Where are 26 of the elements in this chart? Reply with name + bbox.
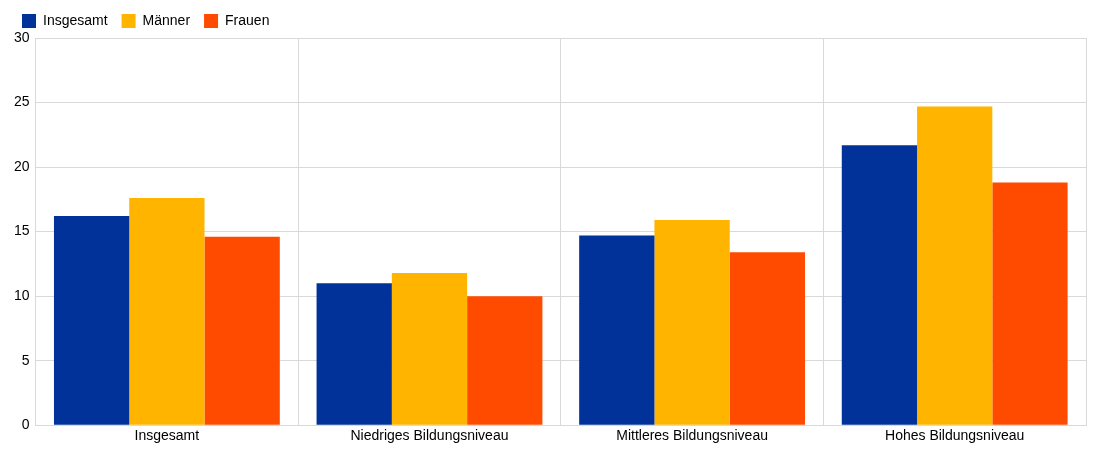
x-tick-label: Insgesamt [134, 427, 200, 444]
bar [467, 296, 543, 425]
y-tick-label: 15 [13, 222, 30, 239]
x-tick-label: Hohes Bildungsniveau [885, 427, 1025, 444]
legend-label: Frauen [225, 11, 270, 28]
x-tick-label: Mittleres Bildungsniveau [616, 427, 768, 444]
y-tick-label: 30 [13, 28, 30, 45]
y-tick-label: 20 [13, 157, 30, 174]
legend-label: Männer [142, 11, 191, 28]
bar [129, 198, 205, 425]
bar [316, 283, 392, 425]
bar [579, 235, 655, 425]
y-tick-label: 10 [13, 286, 30, 303]
y-tick-label: 0 [21, 416, 30, 433]
x-tick-label: Niedriges Bildungsniveau [350, 427, 509, 444]
bar [729, 252, 806, 425]
legend-label: Insgesamt [43, 11, 108, 28]
bar [53, 216, 130, 425]
bar [841, 145, 918, 425]
bar [917, 106, 993, 425]
bar [992, 182, 1068, 425]
bar [204, 236, 280, 425]
bar [654, 219, 730, 425]
bar [391, 272, 468, 425]
y-tick-label: 25 [13, 93, 30, 110]
y-tick-label: 5 [21, 351, 30, 368]
